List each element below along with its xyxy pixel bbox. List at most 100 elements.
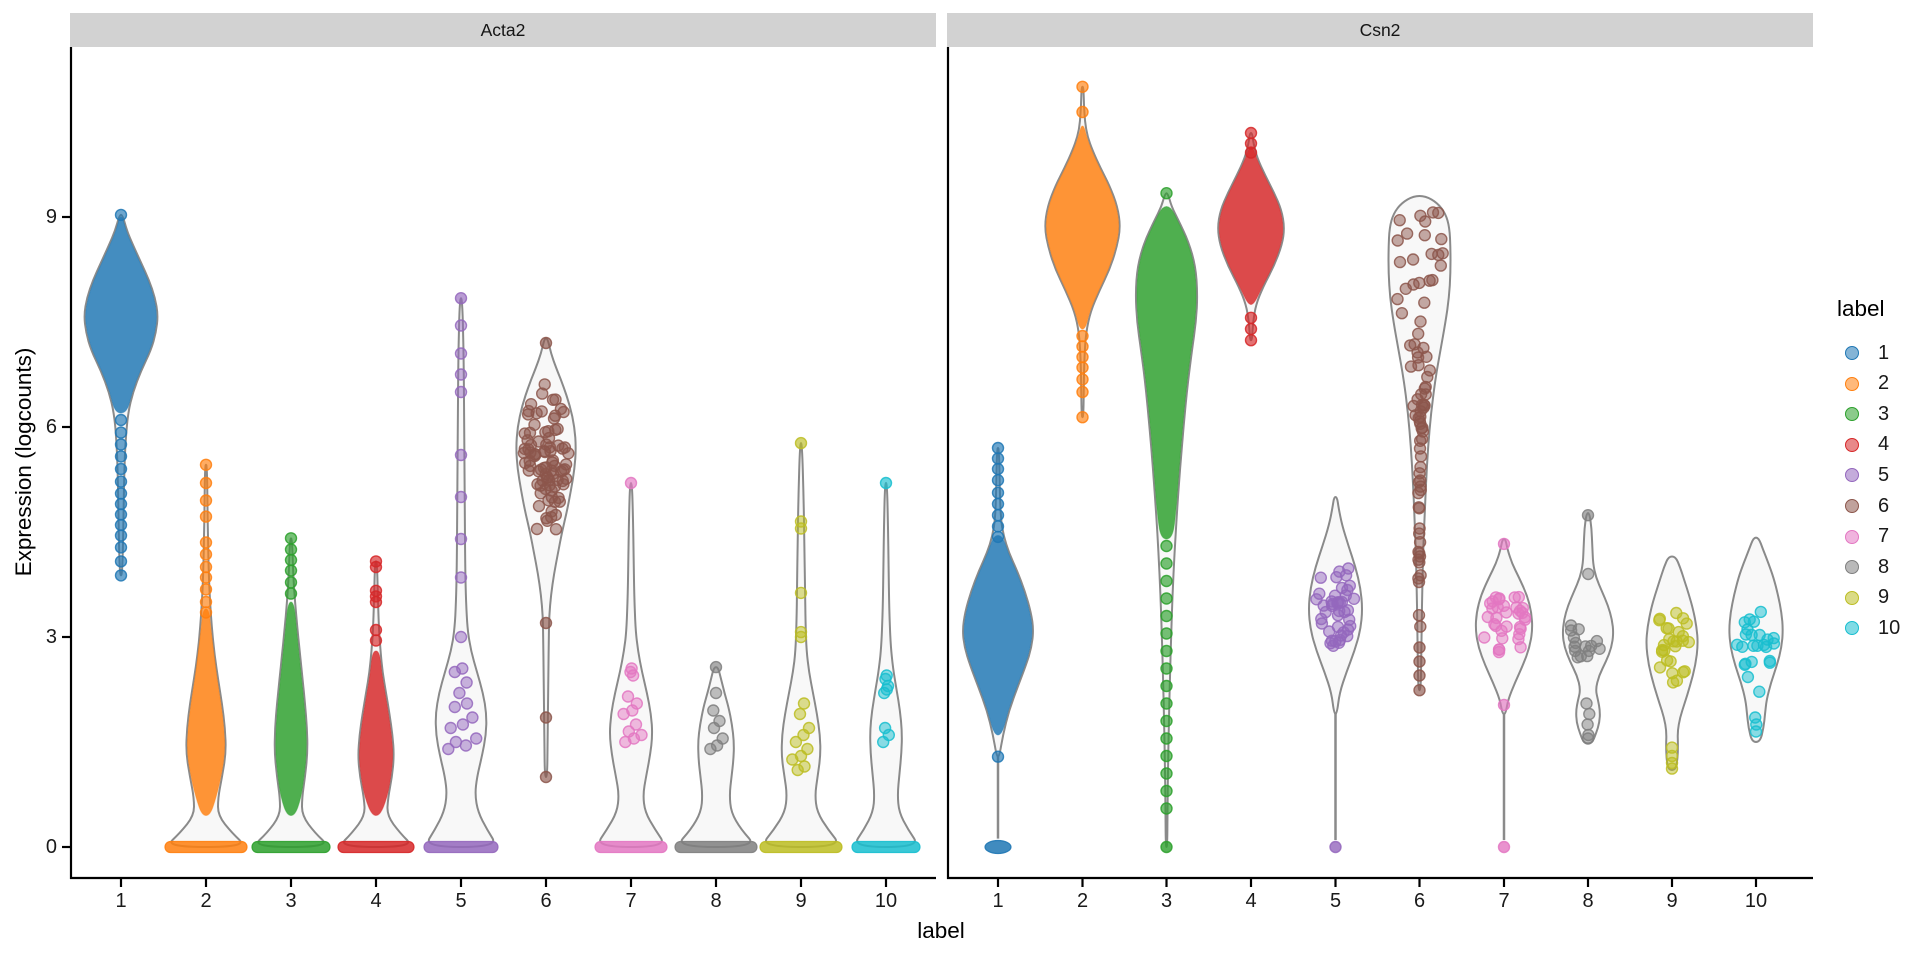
data-point: [1419, 388, 1432, 401]
data-point: [1763, 654, 1777, 668]
data-point: [1676, 634, 1690, 647]
legend-key-dot: [1845, 376, 1859, 391]
data-point: [1160, 627, 1173, 640]
x-tick-label: 2: [1076, 890, 1089, 912]
data-point: [1497, 537, 1511, 551]
x-tick-label: 6: [540, 890, 552, 912]
data-point: [542, 431, 556, 445]
data-point: [991, 497, 1005, 511]
violin-acta2-9: [759, 436, 843, 854]
data-point: [199, 458, 213, 471]
legend-item-label: 9: [1878, 586, 1890, 609]
data-point: [1404, 360, 1418, 373]
data-point: [1490, 611, 1503, 625]
data-point: [1413, 655, 1426, 668]
data-point: [1754, 605, 1768, 619]
data-point: [114, 475, 128, 488]
data-point: [1500, 620, 1513, 633]
data-point: [1333, 565, 1346, 578]
data-point: [1160, 714, 1173, 728]
x-tick-label: 4: [370, 890, 382, 912]
legend-key-dot: [1845, 590, 1859, 605]
data-point: [454, 319, 468, 332]
data-point: [1315, 617, 1329, 630]
legend-item-1: 1: [1834, 338, 1889, 368]
data-point: [538, 378, 551, 391]
data-point: [991, 486, 1005, 499]
dense-point-mass: [85, 216, 157, 414]
violin-outline: [856, 481, 916, 849]
data-point: [1244, 334, 1258, 347]
data-point: [199, 536, 213, 549]
data-point: [456, 662, 469, 675]
data-point: [1581, 509, 1595, 522]
data-point: [802, 721, 816, 735]
data-point: [199, 571, 213, 584]
violin-outline: [765, 442, 837, 849]
data-point: [199, 510, 213, 523]
data-point: [539, 616, 553, 630]
violin-csn2-9: [1645, 555, 1699, 775]
data-point: [199, 494, 213, 507]
data-point: [1076, 385, 1089, 399]
data-point: [1516, 601, 1530, 615]
data-point: [1753, 685, 1766, 698]
data-point: [1581, 718, 1594, 731]
data-point: [1325, 634, 1339, 647]
x-tick-label: 9: [1666, 890, 1678, 912]
data-point: [1418, 228, 1432, 242]
zero-expression-blob: [984, 839, 1012, 855]
dense-point-mass: [963, 534, 1033, 736]
data-point: [1313, 587, 1326, 600]
data-point: [1160, 784, 1173, 798]
data-point: [539, 482, 552, 496]
data-point: [1738, 658, 1752, 671]
data-point: [524, 438, 538, 452]
data-point: [1413, 474, 1427, 487]
violin-acta2-5: [423, 292, 499, 854]
data-point: [1676, 666, 1690, 679]
data-point: [284, 553, 298, 567]
data-point: [1314, 571, 1328, 584]
zero-expression-bar: [594, 840, 668, 854]
data-point: [453, 686, 466, 700]
x-tick-label: 8: [710, 890, 722, 912]
data-point: [1665, 741, 1679, 754]
data-point: [454, 630, 468, 644]
data-point: [1767, 631, 1780, 645]
data-point: [1435, 232, 1448, 246]
data-point: [1160, 186, 1173, 200]
data-point: [369, 584, 383, 597]
data-point: [1580, 697, 1593, 710]
data-point: [114, 529, 128, 542]
data-point: [524, 398, 538, 411]
data-point: [1670, 606, 1683, 620]
data-point: [466, 711, 479, 724]
data-point: [114, 450, 128, 463]
legend-item-label: 1: [1878, 341, 1890, 364]
data-point: [880, 669, 893, 682]
legend-key-dot: [1845, 560, 1859, 575]
data-point: [1244, 126, 1258, 140]
legend-item-label: 3: [1878, 402, 1890, 425]
x-tick-label: 7: [1498, 890, 1510, 912]
data-point: [1393, 213, 1406, 227]
zero-expression-bar: [851, 840, 921, 854]
data-point: [797, 697, 811, 710]
data-point: [1414, 620, 1427, 633]
data-point: [991, 509, 1005, 522]
legend-item-label: 2: [1878, 372, 1890, 395]
data-point: [1076, 329, 1089, 343]
data-point: [535, 405, 548, 418]
data-point: [539, 336, 553, 350]
legend-key-dot: [1845, 499, 1859, 513]
data-point: [1413, 556, 1426, 569]
data-point: [114, 541, 128, 554]
data-point: [448, 700, 461, 714]
data-point: [1670, 674, 1684, 687]
data-point: [1413, 276, 1426, 290]
data-point: [1160, 609, 1173, 623]
violin-outline: [680, 666, 752, 849]
x-tick-label: 1: [992, 890, 1004, 912]
zero-expression-bar: [251, 840, 331, 854]
